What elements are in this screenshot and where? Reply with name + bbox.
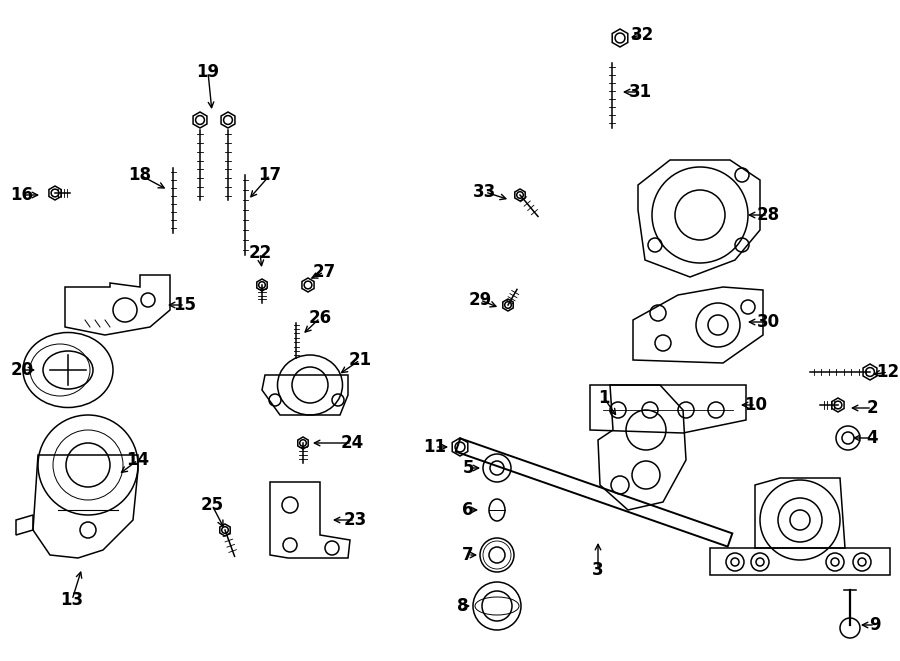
Text: 6: 6 [463, 501, 473, 519]
Text: 32: 32 [630, 26, 653, 44]
Text: 23: 23 [344, 511, 366, 529]
Text: 3: 3 [592, 561, 604, 579]
Text: 5: 5 [463, 459, 473, 477]
Text: 25: 25 [201, 496, 223, 514]
Text: 29: 29 [468, 291, 491, 309]
Text: 17: 17 [258, 166, 282, 184]
Text: 21: 21 [348, 351, 372, 369]
Text: 8: 8 [457, 597, 469, 615]
Text: 28: 28 [756, 206, 779, 224]
Text: 31: 31 [628, 83, 652, 101]
Text: 11: 11 [424, 438, 446, 456]
Text: 20: 20 [11, 361, 33, 379]
Text: 4: 4 [866, 429, 878, 447]
Text: 14: 14 [126, 451, 149, 469]
Text: 26: 26 [309, 309, 331, 327]
Text: 9: 9 [869, 616, 881, 634]
Text: 15: 15 [174, 296, 196, 314]
Text: 24: 24 [340, 434, 364, 452]
Text: 22: 22 [248, 244, 272, 262]
Text: 1: 1 [598, 389, 610, 407]
Text: 12: 12 [877, 363, 900, 381]
Text: 33: 33 [473, 183, 497, 201]
Text: 30: 30 [756, 313, 779, 331]
Text: 27: 27 [312, 263, 336, 281]
Text: 13: 13 [60, 591, 84, 609]
Text: 16: 16 [11, 186, 33, 204]
Text: 10: 10 [744, 396, 768, 414]
Text: 18: 18 [129, 166, 151, 184]
Text: 7: 7 [463, 546, 473, 564]
Text: 2: 2 [866, 399, 878, 417]
Text: 19: 19 [196, 63, 220, 81]
